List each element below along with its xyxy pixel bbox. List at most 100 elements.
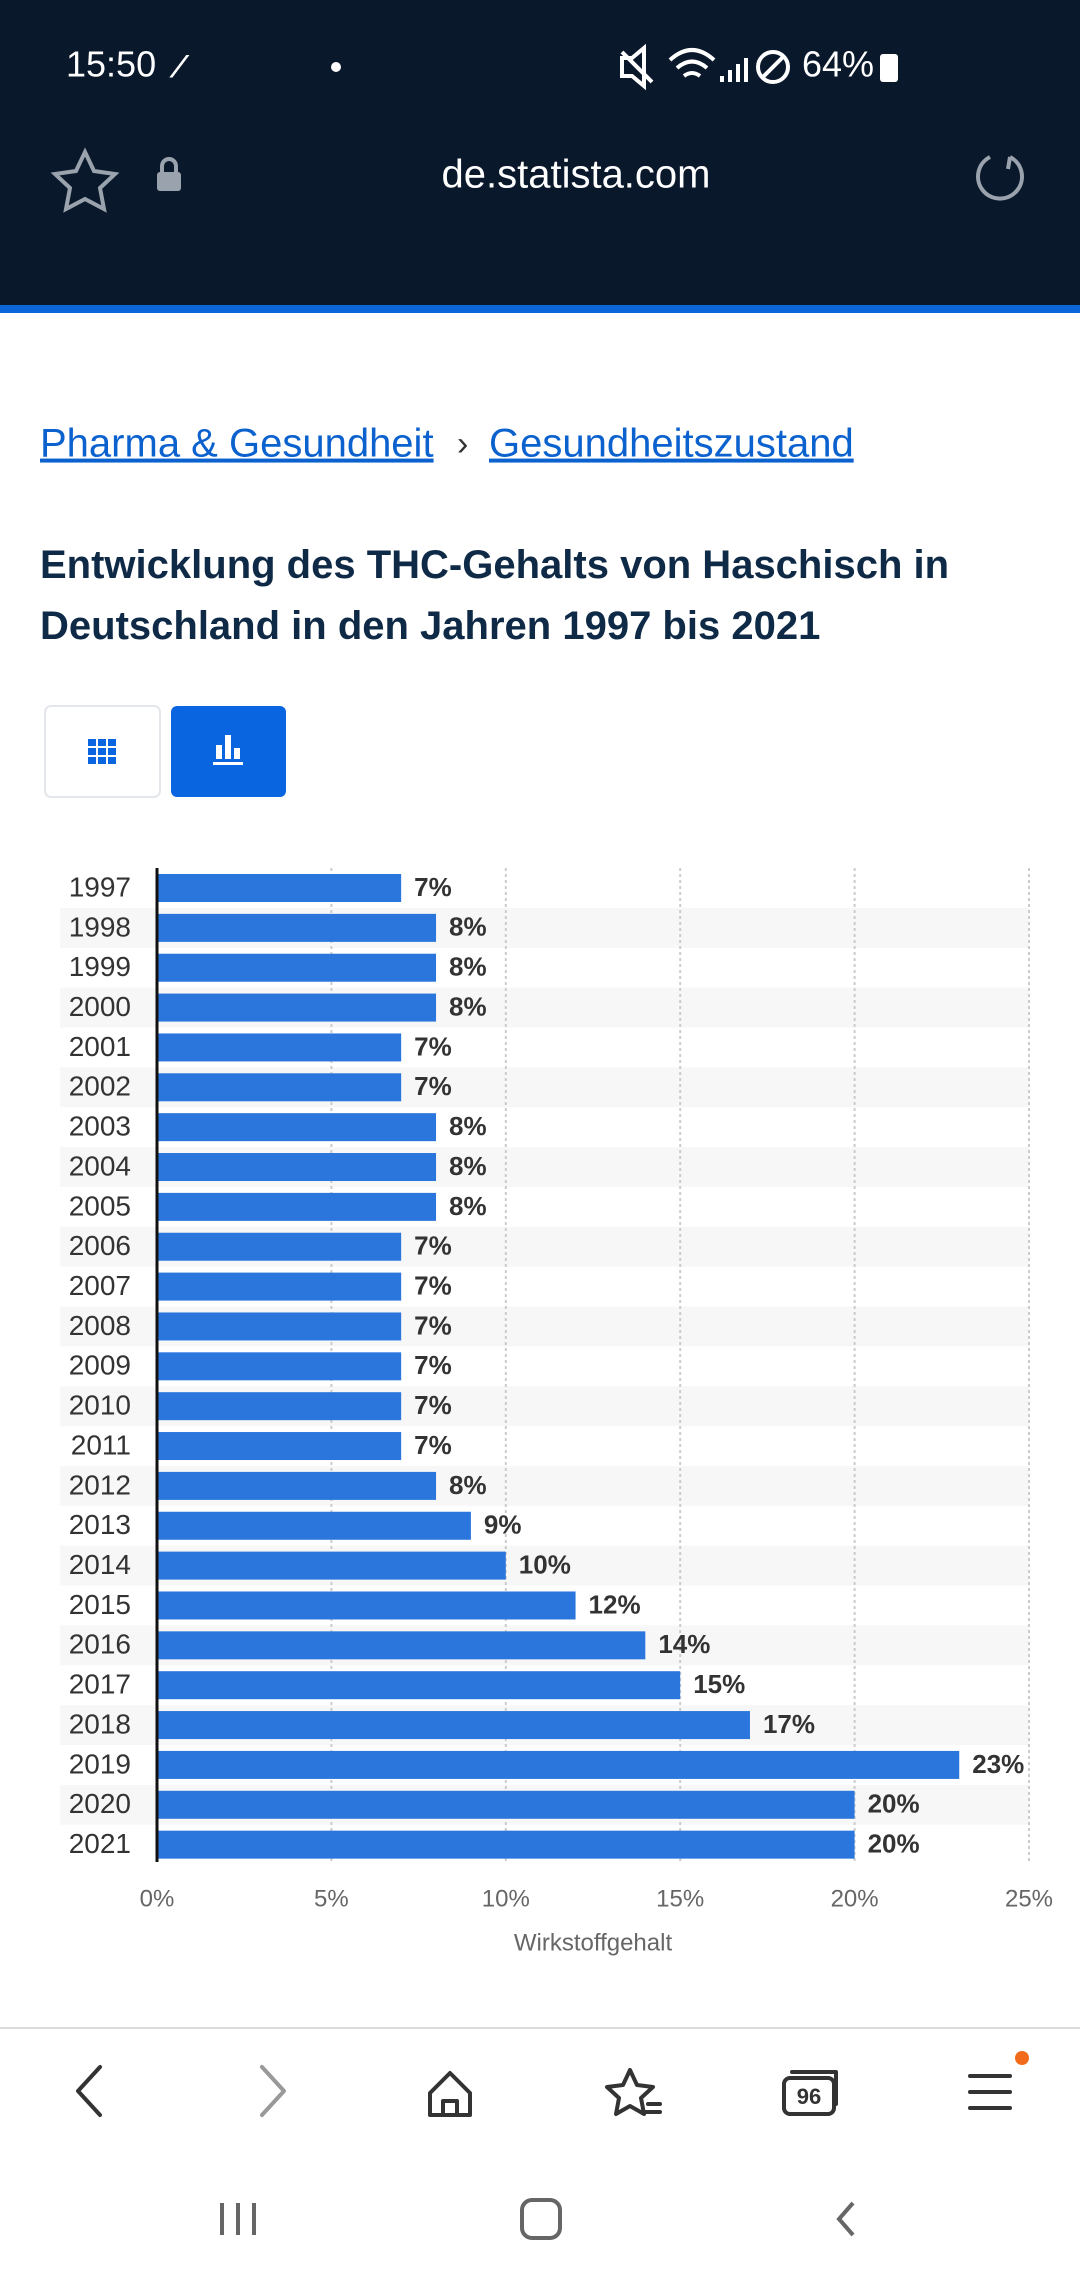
x-tick-label: 10% bbox=[482, 1885, 530, 1912]
y-tick-label: 2014 bbox=[69, 1549, 131, 1580]
url[interactable]: de.statista.com bbox=[441, 153, 710, 197]
y-tick-label: 2017 bbox=[69, 1669, 131, 1700]
value-label: 7% bbox=[414, 872, 452, 902]
value-label: 7% bbox=[414, 1390, 452, 1420]
value-label: 8% bbox=[449, 1111, 487, 1141]
bar bbox=[157, 1790, 855, 1819]
bar bbox=[157, 1750, 960, 1779]
lock-icon bbox=[157, 157, 181, 191]
bar bbox=[157, 1272, 402, 1301]
back-system-button[interactable] bbox=[836, 2201, 855, 2237]
table-icon bbox=[88, 739, 116, 764]
y-tick-label: 2008 bbox=[69, 1310, 131, 1341]
y-tick-label: 2010 bbox=[69, 1390, 131, 1421]
y-tick-label: 2002 bbox=[69, 1071, 131, 1102]
y-tick-label: 2006 bbox=[69, 1230, 131, 1261]
y-tick-label: 2005 bbox=[69, 1190, 131, 1221]
bar bbox=[157, 1671, 681, 1700]
y-tick-label: 2004 bbox=[69, 1150, 131, 1181]
y-tick-label: 2021 bbox=[69, 1828, 131, 1859]
y-tick-label: 2001 bbox=[69, 1031, 131, 1062]
chart-title: Entwicklung des THC-Gehalts von Haschisc… bbox=[40, 543, 950, 648]
value-label: 12% bbox=[589, 1589, 641, 1619]
value-label: 23% bbox=[972, 1749, 1024, 1779]
tabs-button[interactable] bbox=[782, 2070, 838, 2116]
breadcrumb-separator: › bbox=[457, 425, 468, 463]
battery-text: 64% bbox=[802, 44, 874, 85]
bookmark-star[interactable] bbox=[50, 147, 120, 213]
system-icons bbox=[620, 43, 790, 91]
breadcrumb-link[interactable]: Pharma & Gesundheit bbox=[40, 422, 434, 466]
header-stripe bbox=[0, 305, 1080, 313]
y-tick-label: 2000 bbox=[69, 991, 131, 1022]
bar bbox=[157, 1392, 402, 1421]
bar bbox=[157, 1073, 402, 1102]
y-tick-label: 2015 bbox=[69, 1589, 131, 1620]
value-label: 8% bbox=[449, 952, 487, 982]
menu-button[interactable] bbox=[968, 2074, 1012, 2110]
value-label: 7% bbox=[414, 1350, 452, 1380]
value-label: 7% bbox=[414, 1270, 452, 1300]
plot: 0% 5% 10% 15% 20% 25% 1997 7% 1998 8% 1999 8% 2000 8%… bbox=[69, 868, 1053, 1912]
value-label: 8% bbox=[449, 1191, 487, 1221]
bar bbox=[157, 1551, 506, 1580]
y-tick-label: 2009 bbox=[69, 1350, 131, 1381]
bar bbox=[157, 1312, 402, 1341]
recents-button[interactable] bbox=[220, 2203, 256, 2235]
bar bbox=[157, 1830, 855, 1859]
value-label: 7% bbox=[414, 1430, 452, 1460]
value-label: 15% bbox=[693, 1669, 745, 1699]
x-tick-label: 0% bbox=[140, 1885, 175, 1912]
menu-badge bbox=[1015, 2051, 1029, 2065]
clock: 15:50 bbox=[66, 44, 156, 85]
x-tick-label: 20% bbox=[831, 1885, 879, 1912]
y-tick-label: 2011 bbox=[71, 1429, 131, 1460]
back-button[interactable] bbox=[76, 2065, 102, 2117]
y-tick-label: 2020 bbox=[69, 1788, 131, 1819]
home-button[interactable] bbox=[428, 2071, 472, 2117]
x-axis-label: Wirkstoffgehalt bbox=[514, 1929, 673, 1956]
value-label: 8% bbox=[449, 912, 487, 942]
value-label: 10% bbox=[519, 1549, 571, 1579]
y-tick-label: 2019 bbox=[69, 1748, 131, 1779]
value-label: 17% bbox=[763, 1709, 815, 1739]
tab-count: 96 bbox=[797, 2084, 821, 2109]
bar bbox=[157, 1352, 402, 1381]
y-tick-label: 2012 bbox=[69, 1469, 131, 1500]
bar bbox=[157, 1113, 437, 1142]
bar bbox=[157, 1153, 437, 1182]
chart-icon bbox=[213, 735, 243, 765]
header-bg bbox=[0, 0, 1080, 305]
bar bbox=[157, 953, 437, 982]
value-label: 7% bbox=[414, 1071, 452, 1101]
value-label: 7% bbox=[414, 1231, 452, 1261]
value-label: 9% bbox=[484, 1510, 522, 1540]
bar bbox=[157, 1033, 402, 1062]
y-tick-label: 1997 bbox=[69, 871, 131, 902]
x-tick-label: 5% bbox=[314, 1885, 349, 1912]
bar bbox=[157, 874, 402, 902]
y-tick-label: 2007 bbox=[69, 1270, 131, 1301]
reload-button[interactable] bbox=[976, 155, 1024, 201]
value-label: 8% bbox=[449, 1470, 487, 1500]
value-label: 8% bbox=[449, 1151, 487, 1181]
value-label: 7% bbox=[414, 1310, 452, 1340]
bar bbox=[157, 913, 437, 942]
y-tick-label: 2003 bbox=[69, 1111, 131, 1142]
forward-button[interactable] bbox=[260, 2065, 286, 2117]
bar bbox=[157, 1432, 402, 1461]
breadcrumb-link[interactable]: Gesundheitszustand bbox=[489, 422, 854, 466]
home-system-button[interactable] bbox=[520, 2198, 562, 2240]
bar bbox=[157, 1631, 646, 1660]
bar bbox=[157, 1192, 437, 1221]
y-tick-label: 2016 bbox=[69, 1629, 131, 1660]
bar bbox=[157, 1471, 437, 1500]
bar bbox=[157, 1511, 471, 1540]
bookmarks-button[interactable] bbox=[605, 2068, 662, 2116]
bar bbox=[157, 1591, 576, 1620]
value-label: 8% bbox=[449, 991, 487, 1021]
value-label: 7% bbox=[414, 1031, 452, 1061]
value-label: 20% bbox=[868, 1789, 920, 1819]
